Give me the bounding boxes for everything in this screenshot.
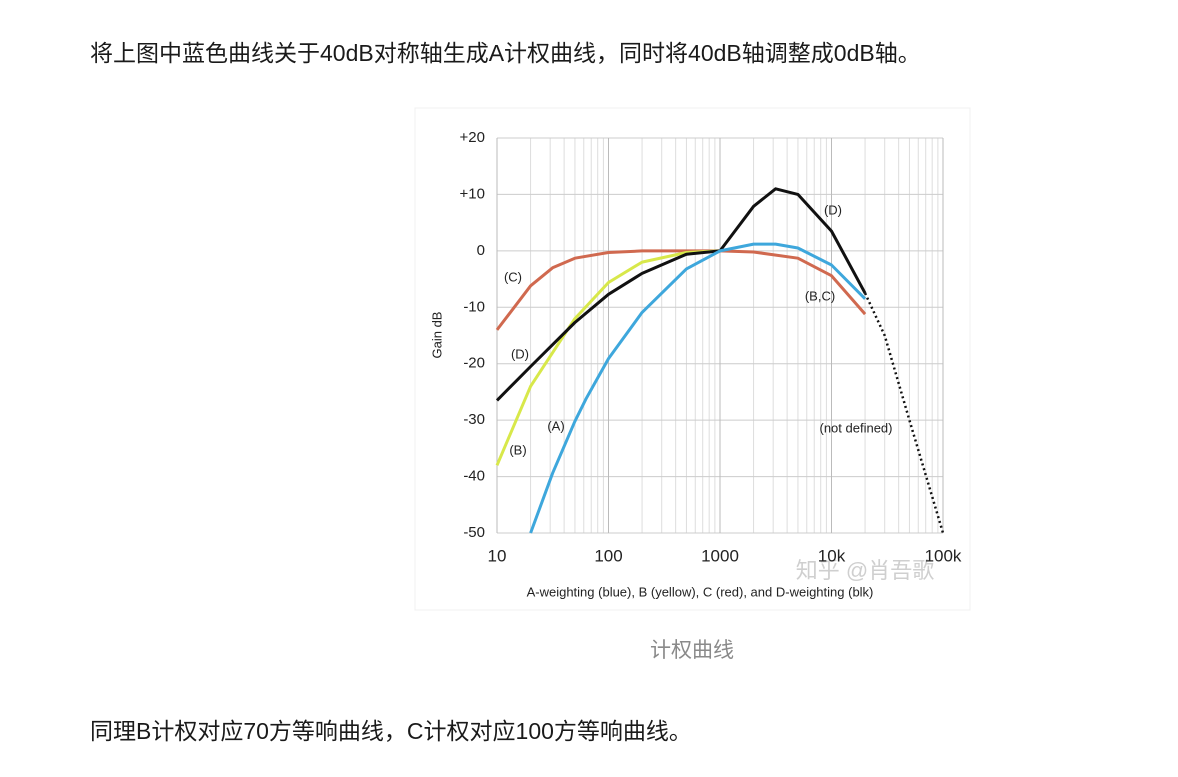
curve-label: (A) [547, 418, 564, 433]
watermark: 知乎 @肖吾歌 [796, 558, 934, 583]
caption: 计权曲线 [650, 639, 734, 662]
x-tick-label: 10k [818, 546, 846, 565]
y-tick-label: -10 [463, 298, 485, 315]
x-tick-label: 100 [594, 546, 622, 565]
paragraph: 将上图中蓝色曲线关于40dB对称轴生成A计权曲线，同时将40dB轴调整成0dB轴… [90, 40, 921, 66]
y-tick-label: +10 [460, 185, 485, 202]
x-tick-label: 1000 [701, 546, 739, 565]
curve-label: (D) [824, 202, 842, 217]
y-tick-label: +20 [460, 129, 485, 146]
x-tick-label: 10 [488, 546, 507, 565]
y-tick-label: 0 [477, 242, 485, 259]
curve [495, 249, 721, 466]
curve-label: (D) [511, 346, 529, 361]
curve [495, 249, 867, 331]
y-tick-label: -30 [463, 411, 485, 428]
y-tick-label: -40 [463, 468, 485, 485]
x-axis-label: A-weighting (blue), B (yellow), C (red),… [527, 584, 874, 599]
y-tick-label: -50 [463, 524, 485, 541]
curve-label: (B) [509, 442, 526, 457]
paragraph: 同理B计权对应70方等响曲线，C计权对应100方等响曲线。 [90, 718, 692, 744]
curve [863, 292, 945, 534]
curve [529, 242, 867, 534]
y-tick-label: -20 [463, 355, 485, 372]
curve-label: (not defined) [820, 420, 893, 435]
y-axis-label: Gain dB [429, 312, 444, 359]
figure-frame [414, 107, 971, 611]
curve [495, 187, 867, 402]
x-tick-label: 100k [925, 546, 962, 565]
curve-label: (C) [504, 269, 522, 284]
curve-label: (B,C) [805, 288, 835, 303]
